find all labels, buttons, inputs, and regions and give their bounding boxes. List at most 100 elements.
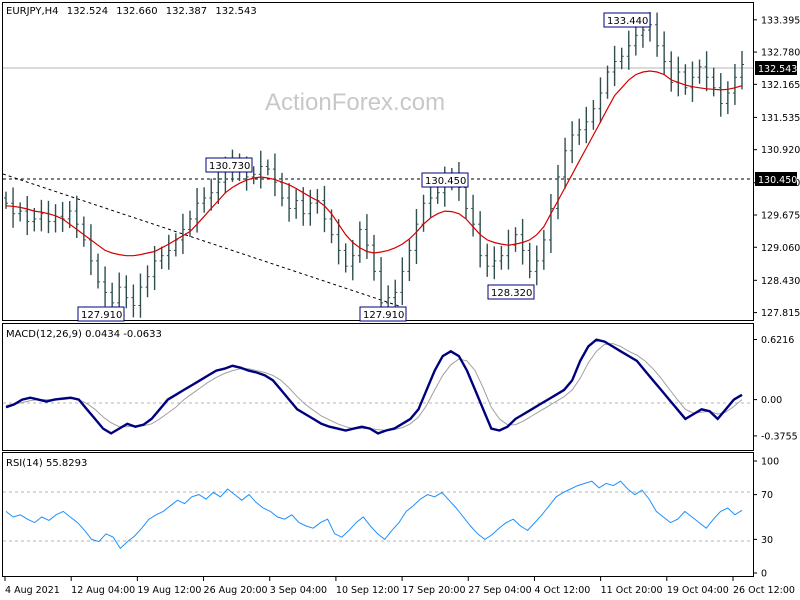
time-tick-label: 11 Oct 20:00	[601, 585, 663, 596]
price-bar	[32, 207, 37, 232]
time-tick-label: 26 Oct 12:00	[733, 585, 795, 596]
price-bar	[407, 239, 412, 282]
price-bar	[626, 30, 631, 70]
price-bar	[138, 273, 143, 318]
price-bar	[60, 201, 65, 232]
price-bar	[372, 234, 376, 281]
svg-text:127.910: 127.910	[363, 310, 404, 321]
price-bar	[53, 204, 58, 233]
price-bar	[287, 183, 292, 222]
annotation-128320: 128.320	[487, 284, 535, 300]
price-bar	[612, 45, 617, 87]
price-bar	[690, 61, 695, 102]
price-bar	[633, 24, 638, 56]
svg-text:130.450: 130.450	[758, 175, 797, 186]
annotation-130730: 130.730	[205, 157, 253, 173]
rsi-tick-label: 100	[761, 457, 779, 468]
svg-text:133.440: 133.440	[607, 16, 648, 27]
price-bar	[683, 64, 688, 95]
time-tick-label: 27 Sep 04:00	[468, 585, 531, 596]
rsi-line	[5, 480, 743, 550]
symbol-label: EURJPY,H4	[6, 6, 59, 17]
price-bar	[492, 246, 497, 280]
price-bar	[485, 243, 490, 277]
price-bar	[697, 59, 702, 84]
rsi-tick-label: 70	[761, 490, 773, 501]
time-tick-label: 17 Sep 20:00	[402, 585, 465, 596]
price-bar	[209, 178, 214, 211]
svg-text:128.320: 128.320	[491, 288, 532, 299]
macd-axis: 0.6216 0.00 -0.3755	[753, 335, 798, 442]
price-axis: 133.395132.780132.165131.535130.920130.2…	[753, 15, 800, 319]
moving-average-line	[5, 70, 743, 257]
price-panel-frame	[2, 2, 754, 321]
price-bar	[414, 209, 419, 265]
price-bar	[343, 243, 348, 273]
price-bar	[180, 213, 185, 255]
price-bar	[556, 164, 560, 220]
price-bar	[591, 99, 596, 130]
macd-title: MACD(12,26,9) 0.0434 -0.0633	[6, 329, 162, 340]
price-bar	[598, 77, 603, 123]
price-bar	[25, 196, 30, 236]
price-bar	[732, 63, 737, 105]
price-bar	[88, 224, 93, 276]
price-bar	[74, 195, 79, 239]
price-bar	[669, 51, 674, 92]
price-bar	[216, 169, 221, 205]
rsi-panel-frame	[2, 452, 754, 577]
price-tick-label: 132.165	[761, 80, 800, 91]
svg-text:127.910: 127.910	[81, 310, 122, 321]
price-bar	[46, 200, 51, 234]
price-bar	[478, 211, 483, 268]
time-axis: 4 Aug 2021 12 Aug 04:00 19 Aug 12:00 26 Aug…	[4, 577, 795, 596]
price-bar	[499, 245, 504, 270]
price-bar	[350, 239, 355, 281]
price-bar	[548, 193, 553, 253]
price-bar	[506, 229, 511, 270]
level-price-tag: 130.450	[755, 172, 797, 186]
price-bar	[740, 50, 744, 90]
macd-tick-label: -0.3755	[761, 431, 798, 442]
price-bar	[294, 189, 299, 219]
price-bar	[704, 51, 709, 92]
price-bar	[131, 284, 136, 318]
price-bar	[188, 210, 192, 237]
header-close: 132.543	[215, 6, 256, 17]
rsi-axis: 100 70 30 0	[753, 457, 779, 580]
price-bar	[173, 233, 178, 257]
price-bar	[711, 67, 716, 97]
rsi-tick-label: 0	[761, 569, 767, 580]
price-tick-label: 131.535	[761, 113, 800, 124]
annotation-130450: 130.450	[421, 172, 469, 188]
watermark: ActionForex.com	[265, 89, 445, 116]
price-bar	[662, 31, 667, 75]
time-tick-label: 12 Aug 04:00	[71, 585, 135, 596]
svg-text:130.450: 130.450	[425, 176, 466, 187]
header-low: 132.387	[166, 6, 207, 17]
macd-line	[5, 338, 743, 435]
current-price-tag: 132.543	[755, 61, 797, 75]
price-bar	[563, 137, 568, 189]
price-bar	[308, 189, 313, 226]
price-bar	[718, 73, 723, 117]
price-bar	[166, 234, 171, 270]
price-bar	[251, 166, 256, 185]
price-bar	[584, 106, 589, 144]
price-bar	[202, 187, 207, 213]
price-bar	[96, 253, 100, 289]
rsi-title: RSI(14) 55.8293	[6, 458, 87, 469]
price-tick-label: 128.430	[761, 276, 800, 287]
price-bar	[322, 185, 327, 233]
price-bar	[655, 12, 660, 57]
price-bar	[11, 187, 16, 228]
time-tick-label: 4 Oct 12:00	[534, 585, 590, 596]
price-bar	[265, 159, 270, 176]
time-tick-label: 19 Oct 04:00	[667, 585, 729, 596]
price-bar	[527, 242, 532, 279]
annotation-127910-b: 127.910	[359, 306, 407, 322]
price-bar	[534, 245, 539, 286]
price-bar	[541, 229, 546, 270]
macd-tick-label: 0.00	[761, 395, 782, 406]
